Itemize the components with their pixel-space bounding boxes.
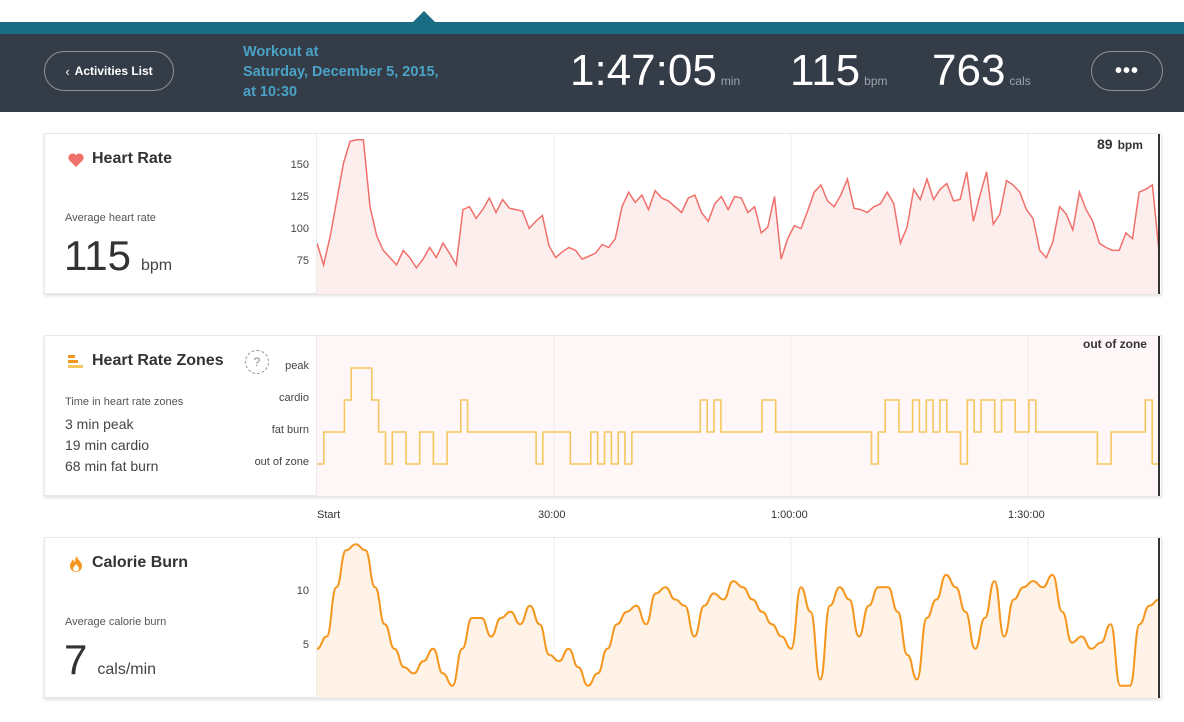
avg-calorie-unit: cals/min [97,661,157,678]
workout-header: ‹ Activities List Workout at Saturday, D… [0,34,1184,112]
zone-label-peak: peak [285,360,309,372]
avg-heart-rate-unit: bpm [140,257,173,274]
heart-rate-zones-chart[interactable] [317,336,1162,496]
time-axis-label: Start [317,509,341,521]
current-heart-rate-unit: bpm [1117,138,1143,152]
zones-line [317,367,1159,465]
heart-rate-title: Heart Rate [92,150,173,167]
duration-unit: min [720,74,741,88]
calories-value: 763 [932,46,1006,95]
top-accent-bar [0,22,1184,34]
avg-heart-rate: 115 bpm [64,232,172,280]
zone-label-cardio: cardio [279,392,309,404]
avg-heart-rate-value: 115 [64,232,131,279]
cal-y-tick: 10 [296,585,309,597]
heart-rate-info: Heart Rate Average heart rate 115 bpm 15… [45,134,317,293]
hr-y-tick: 100 [290,223,309,235]
duration-value: 1:47:05 [570,46,717,95]
zone-summary-line: 19 min cardio [65,437,150,453]
active-tab-indicator [412,11,436,23]
zone-summary-line: 68 min fat burn [65,458,159,474]
avg-calorie-burn: 7 cals/min [64,636,156,684]
workout-title-line: at 10:30 [243,84,298,100]
calories-stat: 763 cals [932,46,1031,96]
current-zone: out of zone [1083,337,1147,351]
hr-y-tick: 125 [290,191,309,203]
calorie-burn-panel: Calorie Burn Average calorie burn 7 cals… [44,537,1162,698]
heart-rate-area [317,139,1159,294]
calorie-burn-title: Calorie Burn [92,554,189,571]
calories-unit: cals [1009,74,1031,88]
help-icon[interactable]: ? [245,350,269,374]
more-icon: ••• [1114,59,1139,82]
zones-info: Heart Rate Zones ? Time in heart rate zo… [45,336,317,495]
zones-summary-label: Time in heart rate zones [65,396,184,408]
more-options-button[interactable]: ••• [1091,51,1163,91]
workout-title: Workout at Saturday, December 5, 2015, a… [243,42,503,102]
activities-list-label: Activities List [74,64,153,78]
time-axis-label: 30:00 [538,509,566,521]
calorie-info: Calorie Burn Average calorie burn 7 cals… [45,538,317,697]
zone-label-out-of-zone: out of zone [254,456,309,468]
time-axis-label: 1:00:00 [771,509,808,521]
heart-rate-line [317,139,1160,270]
zones-summary: 3 min peak 19 min cardio 68 min fat burn [65,414,158,477]
duration-stat: 1:47:05 min [570,46,740,96]
heart-rate-stat: 115 bpm [790,46,888,96]
calorie-line [317,543,1160,687]
zones-title: Heart Rate Zones [92,352,224,369]
time-axis-label: 1:30:00 [1008,509,1045,521]
flame-icon [70,556,82,572]
zones-icon [68,355,83,368]
hr-y-tick: 150 [290,159,309,171]
avg-calorie-label: Average calorie burn [65,616,167,628]
current-heart-rate-value: 89 [1097,136,1113,152]
heart-rate-value: 115 [790,46,861,95]
calorie-area [317,544,1159,698]
cal-y-tick: 5 [302,639,309,651]
heart-rate-zones-panel: Heart Rate Zones ? Time in heart rate zo… [44,335,1162,496]
calorie-burn-chart[interactable] [317,538,1162,698]
hr-y-tick: 75 [296,255,309,267]
chevron-left-icon: ‹ [65,63,70,79]
heart-rate-unit: bpm [864,74,888,88]
zones-background [317,336,1159,496]
zone-label-fat-burn: fat burn [271,424,309,436]
avg-calorie-value: 7 [64,636,88,683]
activities-list-button[interactable]: ‹ Activities List [44,51,174,91]
zone-summary-line: 3 min peak [65,416,134,432]
avg-heart-rate-label: Average heart rate [65,212,156,224]
heart-rate-chart[interactable] [317,134,1162,294]
workout-title-line: Saturday, December 5, 2015, [243,64,439,80]
current-heart-rate: 89 bpm [1097,136,1143,152]
heart-rate-panel: Heart Rate Average heart rate 115 bpm 15… [44,133,1162,294]
heart-icon [68,153,84,167]
workout-title-line: Workout at [243,44,319,60]
